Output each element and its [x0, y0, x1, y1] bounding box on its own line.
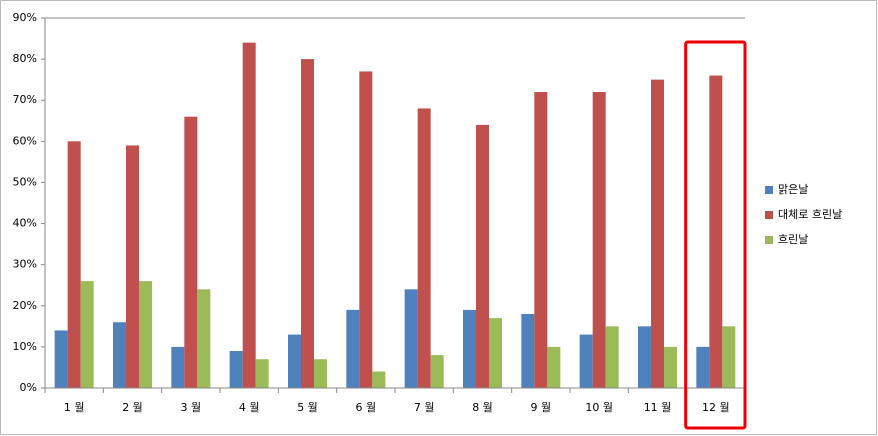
bar	[521, 314, 535, 388]
bar	[605, 326, 619, 388]
bar	[664, 346, 677, 388]
x-tick-label: 12 월	[702, 401, 730, 414]
bar	[651, 79, 664, 389]
bar	[579, 334, 593, 388]
bar	[547, 346, 561, 388]
bar	[229, 351, 243, 388]
legend-label: 대체로 흐린날	[778, 208, 842, 221]
bar	[139, 281, 152, 388]
bar	[430, 355, 444, 388]
x-tick-label: 2 월	[122, 401, 143, 414]
bar	[372, 371, 386, 388]
bar	[463, 309, 476, 388]
bar	[242, 42, 256, 389]
legend-label: 흐린날	[778, 233, 808, 246]
bar	[346, 309, 360, 388]
highlight-box	[684, 40, 747, 430]
y-tick-label: 0%	[20, 381, 37, 394]
x-tick-label: 7 월	[414, 401, 435, 414]
bar	[476, 124, 489, 388]
bar	[696, 346, 710, 388]
legend-label: 맑은날	[778, 183, 808, 196]
legend-swatch	[765, 211, 773, 219]
bar	[288, 334, 301, 388]
x-tick-label: 10 월	[585, 401, 613, 414]
bar	[113, 322, 126, 388]
x-tick-label: 5 월	[297, 401, 318, 414]
bar	[404, 289, 418, 388]
x-tick-label: 1 월	[64, 401, 85, 414]
bar	[80, 281, 94, 388]
x-tick-label: 4 월	[239, 401, 260, 414]
bar	[184, 116, 198, 389]
x-tick-label: 8 월	[472, 401, 493, 414]
y-tick-label: 40%	[13, 217, 37, 230]
bar	[534, 92, 548, 388]
x-tick-label: 11 월	[644, 401, 672, 414]
legend-swatch	[765, 236, 773, 244]
y-tick-label: 10%	[13, 340, 37, 353]
bar	[126, 145, 139, 388]
y-tick-label: 80%	[13, 52, 37, 65]
x-tick-label: 3 월	[181, 401, 202, 414]
bar	[301, 59, 314, 388]
bar	[709, 75, 723, 389]
y-tick-label: 30%	[13, 258, 37, 271]
bar	[255, 359, 269, 388]
bar	[314, 359, 327, 388]
x-tick-label: 9 월	[531, 401, 552, 414]
y-tick-label: 60%	[13, 134, 37, 147]
bar	[417, 108, 431, 388]
y-tick-label: 50%	[13, 175, 37, 188]
y-tick-label: 90%	[13, 11, 37, 24]
legend-swatch	[765, 186, 773, 194]
bar	[197, 289, 211, 388]
bar	[638, 326, 651, 388]
bar	[67, 141, 81, 388]
y-tick-label: 70%	[13, 93, 37, 106]
bar	[489, 318, 502, 388]
bar	[171, 346, 185, 388]
y-tick-label: 20%	[13, 299, 37, 312]
bar	[54, 330, 68, 388]
bar	[592, 92, 606, 388]
x-tick-label: 6 월	[356, 401, 377, 414]
bar	[722, 326, 736, 388]
bar	[359, 71, 373, 388]
